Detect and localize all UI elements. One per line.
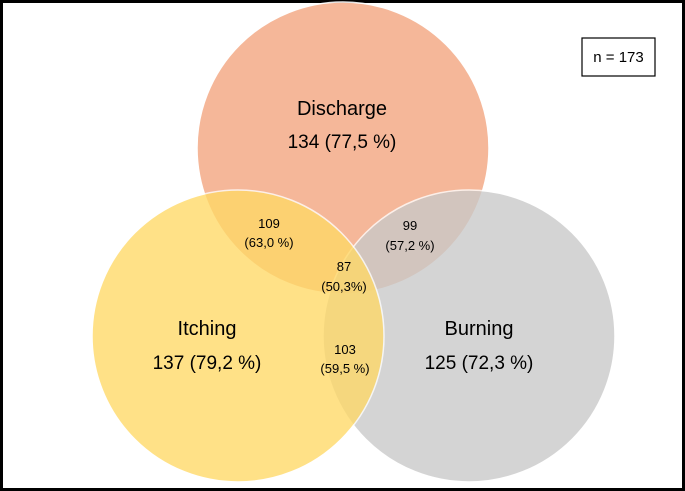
discharge-burning-count: 99	[403, 218, 417, 233]
burning-value: 125 (72,3 %)	[425, 353, 534, 374]
sample-size-label: n = 173	[593, 49, 643, 66]
venn-circles	[91, 1, 616, 483]
sample-size-box: n = 173	[581, 37, 656, 77]
sample-size-frame	[581, 37, 656, 77]
itching-burning-percent: (59,5 %)	[320, 361, 369, 376]
discharge-itching-percent: (63,0 %)	[244, 235, 293, 250]
burning-label: Burning	[445, 318, 514, 340]
itching-circle	[91, 189, 385, 483]
discharge-burning-percent: (57,2 %)	[385, 238, 434, 253]
all-three-count: 87	[337, 259, 351, 274]
discharge-label: Discharge	[297, 98, 387, 120]
discharge-itching-count: 109	[258, 216, 280, 231]
itching-label: Itching	[178, 318, 237, 340]
itching-burning-count: 103	[334, 342, 356, 357]
itching-value: 137 (79,2 %)	[153, 353, 262, 374]
all-three-percent: (50,3%)	[321, 279, 367, 294]
discharge-value: 134 (77,5 %)	[288, 132, 397, 153]
